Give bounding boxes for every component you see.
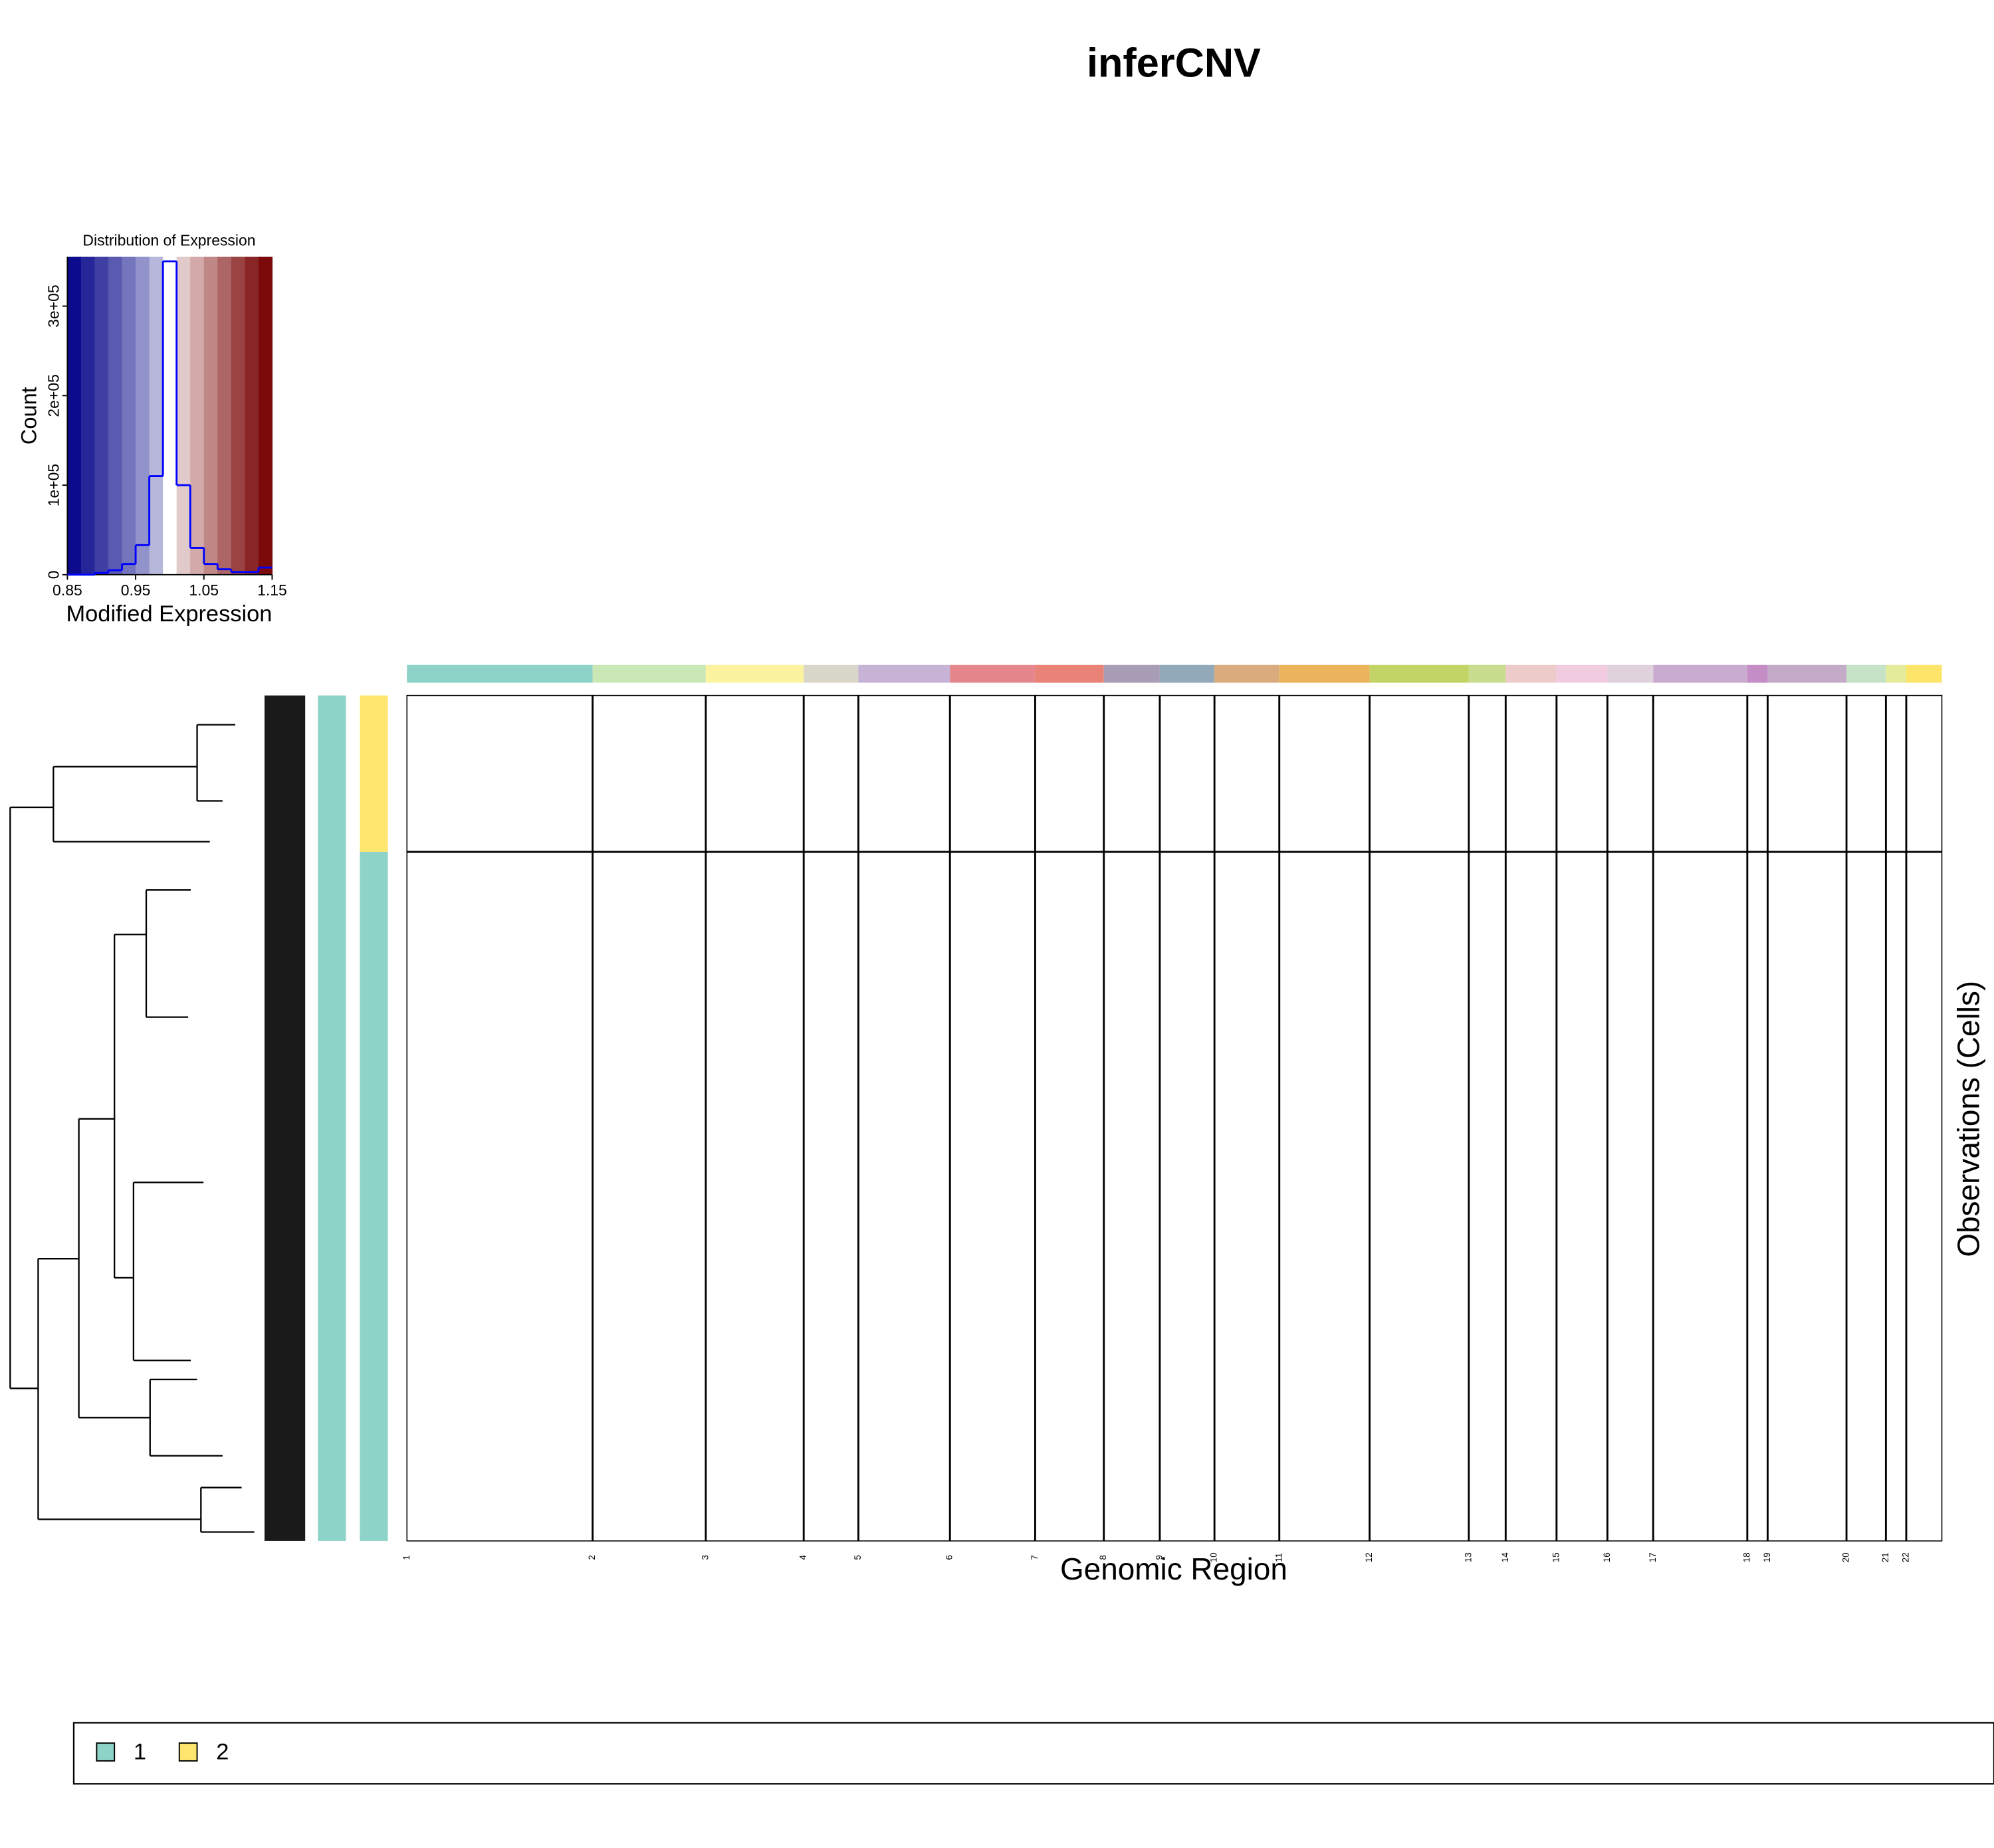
chromosome-label: 4 xyxy=(798,1555,808,1560)
x-tick-label: 1.05 xyxy=(189,581,219,599)
dendrogram xyxy=(9,724,255,1533)
chromosome-bar xyxy=(1906,665,1942,683)
chromosome-bar xyxy=(407,665,593,683)
dendrogram-leaves xyxy=(264,695,306,1541)
chromosome-label: 5 xyxy=(853,1555,863,1560)
chromosome-label: 7 xyxy=(1030,1555,1040,1560)
chromosome-bar xyxy=(1767,665,1847,683)
chromosome-label: 1 xyxy=(401,1555,411,1560)
y-tick-label: 0 xyxy=(45,570,62,579)
chromosome-bar xyxy=(592,665,706,683)
chromosome-label: 20 xyxy=(1841,1552,1851,1562)
chromosome-label: 3 xyxy=(700,1555,710,1560)
chromosome-label: 8 xyxy=(1098,1555,1108,1560)
annotation-bar xyxy=(318,695,346,1541)
chromosome-bar xyxy=(1159,665,1215,683)
chromosome-label: 15 xyxy=(1551,1552,1561,1562)
x-tick-label: 1.15 xyxy=(257,581,287,599)
chromosome-bar xyxy=(1747,665,1768,683)
chromosome-bar xyxy=(1214,665,1279,683)
chromosome-bar xyxy=(1369,665,1469,683)
chromosome-label: 9 xyxy=(1154,1555,1164,1560)
figure-title: inferCNV xyxy=(1087,41,1261,86)
legend-swatch xyxy=(96,1742,116,1762)
hist-title: Distribution of Expression xyxy=(82,232,255,249)
color-band xyxy=(245,257,259,575)
color-band xyxy=(176,257,191,575)
chromosome-label: 13 xyxy=(1463,1552,1473,1562)
x-tick-label: 0.85 xyxy=(53,581,82,599)
color-band xyxy=(67,257,82,575)
color-band xyxy=(231,257,245,575)
y-tick-label: 2e+05 xyxy=(45,374,62,417)
chromosome-label: 17 xyxy=(1648,1552,1658,1562)
chromosome-bar xyxy=(1886,665,1906,683)
chromosome-bar xyxy=(705,665,804,683)
annotation-bar xyxy=(360,695,388,852)
hist-x-label: Modified Expression xyxy=(66,601,272,627)
chromosome-label: 2 xyxy=(587,1555,597,1560)
color-band xyxy=(136,257,150,575)
chromosome-bar xyxy=(858,665,950,683)
chromosome-bar xyxy=(1653,665,1747,683)
chromosome-bar xyxy=(950,665,1036,683)
legend-label: 1 xyxy=(134,1740,146,1765)
chromosome-label: 14 xyxy=(1500,1552,1510,1562)
color-band xyxy=(94,257,109,575)
chromosome-label: 16 xyxy=(1602,1552,1612,1562)
chromosome-bar xyxy=(1607,665,1654,683)
chromosome-bar xyxy=(1556,665,1608,683)
y-tick-label: 1e+05 xyxy=(45,464,62,506)
color-band xyxy=(258,257,273,575)
chromosome-bar xyxy=(804,665,859,683)
chromosome-label: 12 xyxy=(1364,1552,1374,1562)
chromosome-label: 18 xyxy=(1741,1552,1751,1562)
color-band xyxy=(203,257,218,575)
chromosome-label: 21 xyxy=(1880,1552,1890,1562)
x-tick-label: 0.95 xyxy=(121,581,151,599)
color-band xyxy=(149,257,164,575)
annotation-bar xyxy=(360,851,388,1541)
heatmap-area xyxy=(406,694,1943,1542)
color-band xyxy=(163,257,177,575)
chromosome-bar xyxy=(1505,665,1557,683)
chromosome-label: 19 xyxy=(1762,1552,1772,1562)
chromosome-label: 6 xyxy=(944,1555,954,1560)
chromosome-bar xyxy=(1035,665,1104,683)
chromosome-bar xyxy=(1279,665,1370,683)
chromosome-label: 22 xyxy=(1901,1552,1911,1562)
chromosome-bar xyxy=(1103,665,1160,683)
chromosome-bar xyxy=(1468,665,1506,683)
color-band xyxy=(108,257,123,575)
heatmap-y-label: Observations (Cells) xyxy=(1951,981,1986,1257)
color-band xyxy=(80,257,96,575)
legend-swatch xyxy=(178,1742,198,1762)
heatmap-x-label: Genomic Region xyxy=(1060,1552,1287,1586)
legend-box xyxy=(72,1722,1994,1785)
chromosome-bar xyxy=(1846,665,1886,683)
chromosome-label: 11 xyxy=(1274,1553,1283,1562)
legend-label: 2 xyxy=(216,1740,229,1765)
y-tick-label: 3e+05 xyxy=(45,284,62,327)
color-band xyxy=(122,257,136,575)
chromosome-label: 10 xyxy=(1209,1552,1219,1562)
hist-y-label: Count xyxy=(17,387,41,445)
color-band xyxy=(217,257,232,575)
color-band xyxy=(190,257,205,575)
